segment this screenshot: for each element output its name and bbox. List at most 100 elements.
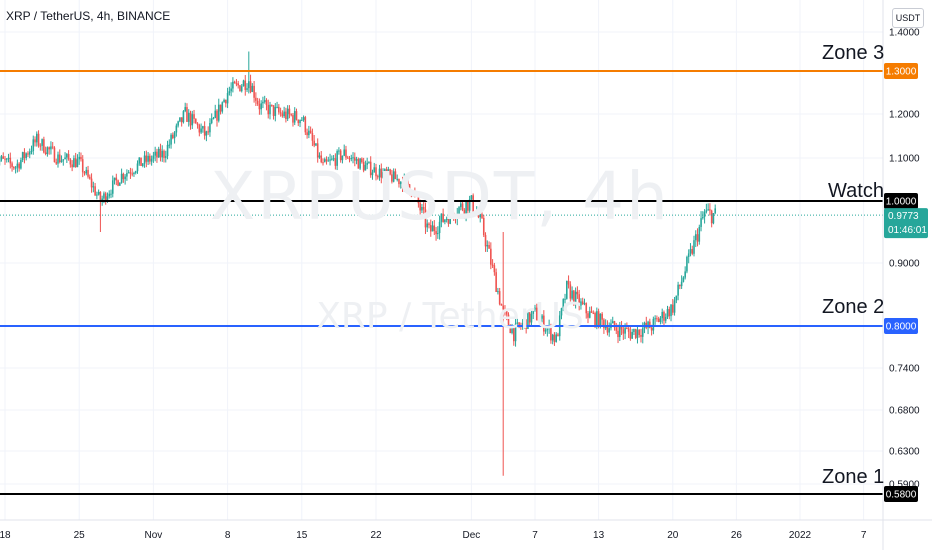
candle-body xyxy=(539,318,542,321)
candle-body xyxy=(410,192,413,196)
candle-body xyxy=(295,111,298,120)
candle-body xyxy=(44,152,47,154)
candle-body xyxy=(641,328,644,337)
candle-body xyxy=(258,103,261,110)
candle-body xyxy=(352,157,354,159)
candle-body xyxy=(0,156,3,160)
candle-body xyxy=(253,85,255,98)
candle-body xyxy=(507,314,510,325)
price-axis[interactable]: 1.4000 1.2000 1.1000 0.9000 0.7400 0.6800 0.63… xyxy=(889,28,920,491)
candle-body xyxy=(117,180,119,186)
candle-body xyxy=(693,240,695,254)
candle-body xyxy=(611,321,614,324)
candle-body xyxy=(546,328,549,331)
candle-body xyxy=(670,304,672,317)
candle-body xyxy=(50,146,52,150)
candle-body xyxy=(458,207,460,216)
candle-body xyxy=(62,159,65,161)
candle-body xyxy=(454,218,457,220)
candle-body xyxy=(304,117,307,133)
candle-body xyxy=(111,180,114,194)
candle-body xyxy=(313,140,315,146)
candle-body xyxy=(482,217,485,236)
candle-body xyxy=(460,203,462,208)
y-tick-label: 0.5900 xyxy=(889,480,920,491)
candle-body xyxy=(244,80,247,90)
candle-body xyxy=(74,158,77,168)
candle-body xyxy=(230,88,232,92)
price-badges: 1.3000 1.0000 0.8000 0.5800 0.9773 01:46:01 xyxy=(884,63,928,502)
candle-body xyxy=(212,117,215,119)
candle-body xyxy=(260,103,262,110)
candle-body xyxy=(700,218,702,227)
watermark-symbol: XRPUSDT, 4h xyxy=(210,158,670,235)
candle-body xyxy=(263,100,266,102)
candle-body xyxy=(417,195,420,204)
candle-body xyxy=(588,311,591,318)
candle-body xyxy=(707,209,709,211)
candle-body xyxy=(362,162,365,171)
candle-body xyxy=(511,328,513,334)
candle-body xyxy=(346,157,349,159)
time-axis[interactable]: 18 25 Nov 8 15 22 Dec 7 13 20 26 2022 7 xyxy=(0,530,867,541)
candle-body xyxy=(673,300,676,313)
chart-title: XRP / TetherUS, 4h, BINANCE xyxy=(6,9,171,23)
candle-body xyxy=(89,176,91,179)
candle-body xyxy=(421,206,423,211)
candle-body xyxy=(78,156,80,160)
candle-body xyxy=(585,303,588,314)
candle-body xyxy=(366,162,368,165)
candle-body xyxy=(226,93,229,104)
candle-body xyxy=(311,133,314,141)
y-tick-label: 0.7400 xyxy=(889,364,920,375)
candle-body xyxy=(461,203,464,210)
candle-body xyxy=(126,173,128,177)
candle-body xyxy=(626,327,628,329)
candle-body xyxy=(292,115,294,123)
candle-body xyxy=(129,172,132,174)
currency-button[interactable]: USDT xyxy=(892,8,924,28)
candle-body xyxy=(401,181,404,189)
candle-body xyxy=(331,158,333,160)
candle-body xyxy=(587,313,589,318)
y-tick-label: 1.1000 xyxy=(889,154,920,165)
candle-body xyxy=(66,154,68,158)
x-tick-label: 15 xyxy=(296,530,308,541)
candle-body xyxy=(500,304,503,306)
candle-body xyxy=(329,159,331,161)
candle-body xyxy=(384,169,386,173)
candle-body xyxy=(488,245,490,249)
candle-body xyxy=(334,158,337,166)
candle-body xyxy=(308,130,310,136)
candle-body xyxy=(385,169,388,173)
candle-body xyxy=(248,81,250,89)
x-tick-label: 20 xyxy=(667,530,679,541)
candle-body xyxy=(2,156,5,159)
x-tick-label: 8 xyxy=(225,530,231,541)
candle-body xyxy=(37,133,40,146)
level-badge xyxy=(884,193,918,209)
watch-label: Watch xyxy=(828,180,884,202)
candle-body xyxy=(440,213,443,222)
candle-body xyxy=(55,162,58,164)
candle-body xyxy=(164,156,167,158)
candle-body xyxy=(120,173,123,183)
candle-body xyxy=(431,225,434,232)
candle-body xyxy=(279,112,282,114)
candle-body xyxy=(447,218,450,224)
candle-body xyxy=(475,213,478,215)
candle-body xyxy=(631,331,633,339)
candle-body xyxy=(449,207,451,224)
level-badge-label: 0.8000 xyxy=(886,322,917,333)
candle-body xyxy=(364,164,367,171)
candle-body xyxy=(57,154,59,164)
candle-body xyxy=(684,271,686,278)
candle-body xyxy=(661,311,663,319)
candle-body xyxy=(599,313,602,327)
candle-body xyxy=(664,317,667,321)
candle-body xyxy=(415,193,418,196)
candle-body xyxy=(0,159,1,162)
candle-body xyxy=(104,193,107,201)
candle-body xyxy=(27,153,29,155)
